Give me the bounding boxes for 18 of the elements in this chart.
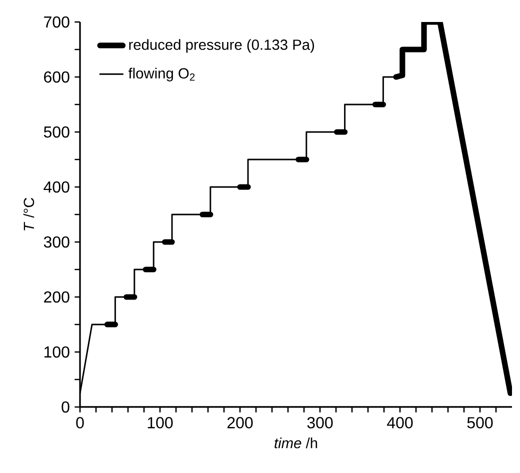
x-tick-label: 200 [227, 417, 253, 428]
y-tick-label: 300 [44, 236, 70, 248]
y-tick-label: 500 [44, 126, 70, 138]
x-tick-label: 0 [76, 417, 84, 428]
x-tick-label: 300 [307, 417, 333, 428]
y-tick-label: 400 [44, 181, 70, 193]
x-axis-title: time /h [274, 438, 318, 448]
legend-label: reduced pressure (0.133 Pa) [129, 39, 314, 53]
y-tick-label: 600 [44, 71, 70, 83]
y-axis-title: T /°C [23, 198, 34, 230]
x-tick-label: 500 [467, 417, 493, 428]
y-tick-label: 100 [44, 346, 70, 358]
y-tick-label: 700 [44, 16, 70, 28]
y-tick-label: 0 [62, 401, 70, 413]
y-tick-label: 200 [44, 291, 70, 303]
x-tick-label: 400 [387, 417, 413, 428]
legend-label: flowing O$_{2}$ [128, 68, 195, 82]
x-tick-label: 100 [148, 417, 173, 428]
